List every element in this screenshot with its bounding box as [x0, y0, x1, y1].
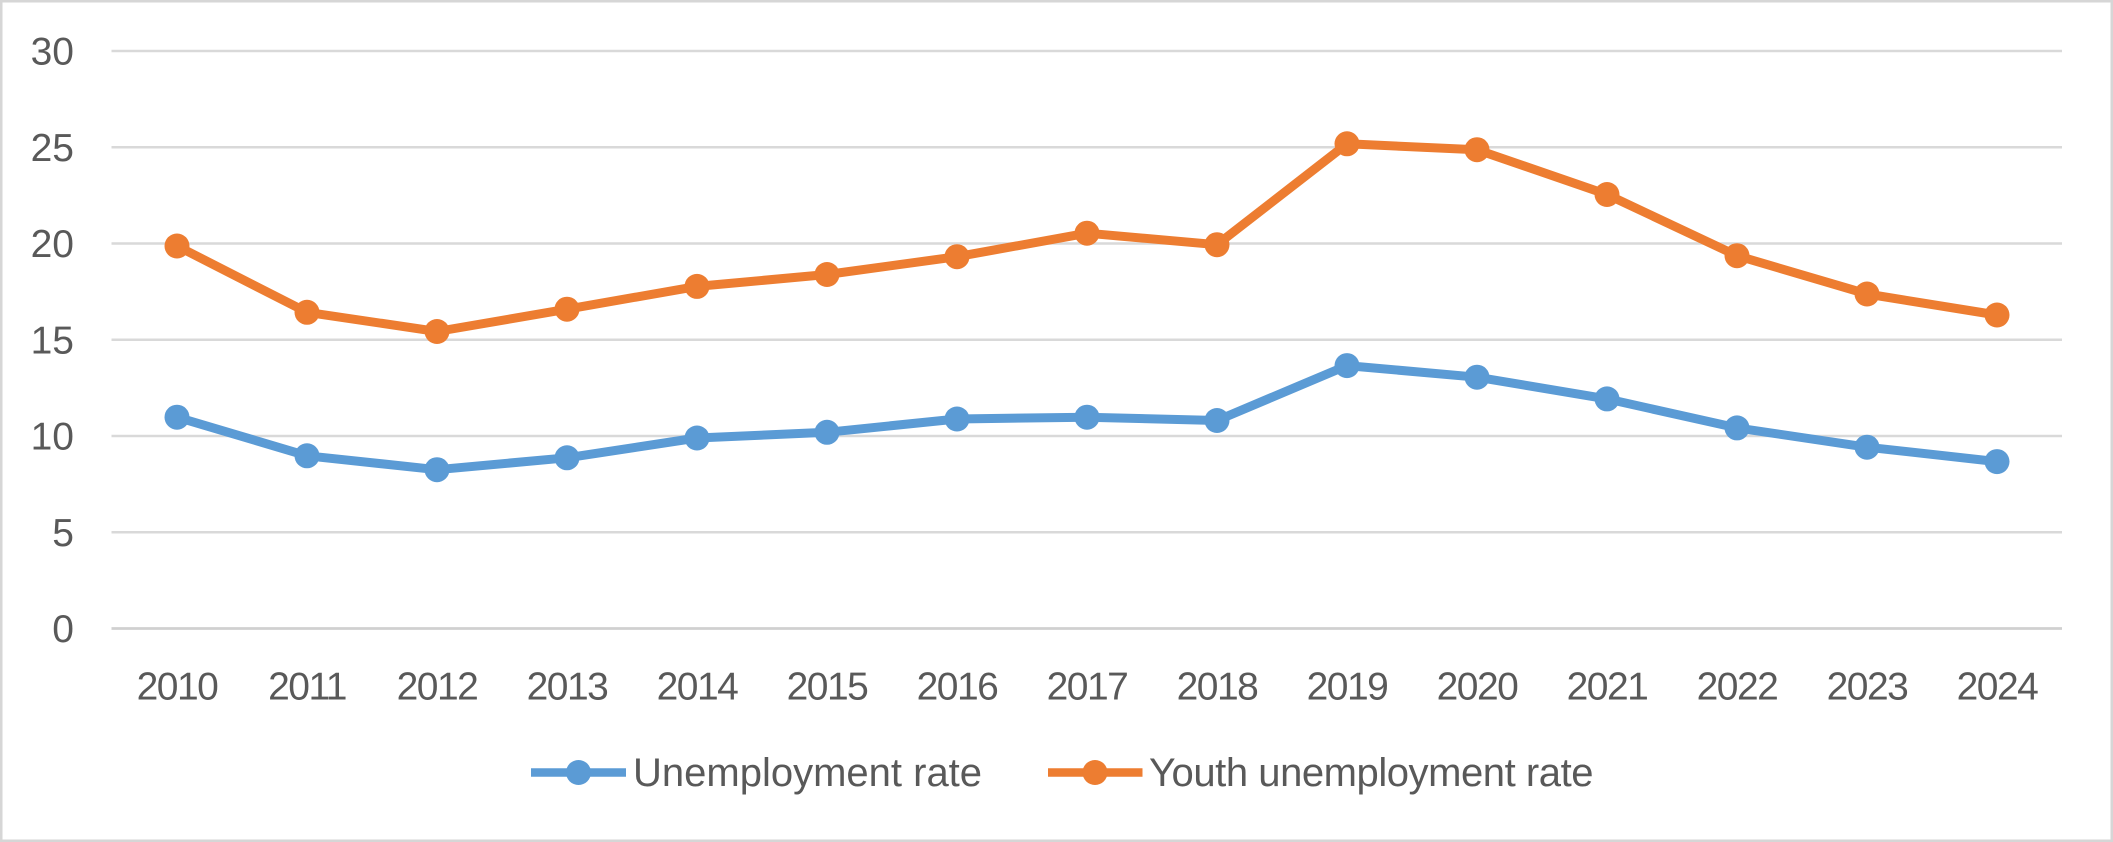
svg-text:2024: 2024 [1957, 666, 2039, 709]
svg-text:2013: 2013 [527, 666, 608, 709]
svg-text:2021: 2021 [1567, 666, 1648, 709]
svg-text:10: 10 [31, 416, 74, 459]
svg-text:5: 5 [52, 512, 74, 555]
svg-text:2010: 2010 [137, 666, 219, 709]
svg-text:30: 30 [31, 31, 74, 74]
svg-text:2017: 2017 [1047, 666, 1128, 709]
svg-text:25: 25 [31, 127, 74, 170]
svg-text:Unemployment rate: Unemployment rate [633, 751, 982, 795]
svg-text:15: 15 [31, 319, 74, 362]
svg-text:2016: 2016 [917, 666, 998, 709]
svg-text:2018: 2018 [1177, 666, 1258, 709]
svg-text:2015: 2015 [787, 666, 869, 709]
svg-text:0: 0 [52, 608, 74, 651]
svg-text:2011: 2011 [268, 666, 346, 709]
svg-text:20: 20 [31, 223, 74, 266]
svg-text:2020: 2020 [1437, 666, 1519, 709]
svg-text:2022: 2022 [1697, 666, 1778, 709]
svg-text:2023: 2023 [1827, 666, 1908, 709]
svg-text:Youth unemployment rate: Youth unemployment rate [1149, 751, 1593, 795]
svg-text:2019: 2019 [1307, 666, 1388, 709]
svg-text:2014: 2014 [657, 666, 739, 709]
svg-text:2012: 2012 [397, 666, 478, 709]
